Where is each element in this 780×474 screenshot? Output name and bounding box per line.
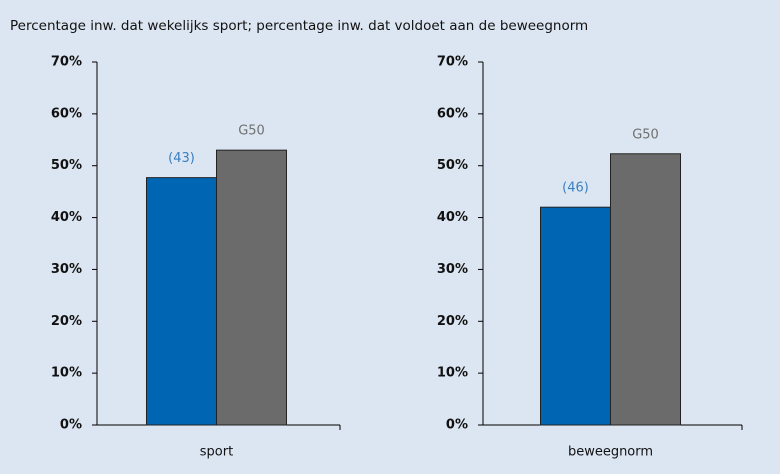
y-tick-label: 0% — [60, 418, 82, 433]
y-tick-label: 0% — [446, 418, 468, 433]
y-tick-label: 60% — [51, 106, 82, 121]
bar-label: (43) — [168, 151, 195, 166]
y-tick-label: 10% — [51, 366, 82, 381]
y-tick-label: 30% — [51, 262, 82, 277]
y-tick-label: 70% — [437, 55, 468, 70]
y-tick-label: 10% — [437, 366, 468, 381]
x-tick-label: sport — [200, 445, 233, 460]
bar-label: G50 — [632, 127, 659, 142]
y-tick-label: 20% — [51, 314, 82, 329]
bar-label: G50 — [238, 124, 265, 139]
y-tick-label: 40% — [51, 210, 82, 225]
y-tick-label: 60% — [437, 106, 468, 121]
y-tick-label: 50% — [437, 158, 468, 173]
bar — [216, 149, 287, 426]
bar-label: (46) — [562, 181, 589, 196]
y-tick-label: 70% — [51, 55, 82, 70]
chart-title: Percentage inw. dat wekelijks sport; per… — [10, 18, 589, 34]
bar — [610, 153, 681, 426]
bar — [146, 177, 217, 426]
y-tick-label: 20% — [437, 314, 468, 329]
y-tick-label: 40% — [437, 210, 468, 225]
bar — [540, 206, 611, 426]
y-tick-label: 30% — [437, 262, 468, 277]
x-tick-label: beweegnorm — [568, 445, 653, 460]
y-tick-label: 50% — [51, 158, 82, 173]
